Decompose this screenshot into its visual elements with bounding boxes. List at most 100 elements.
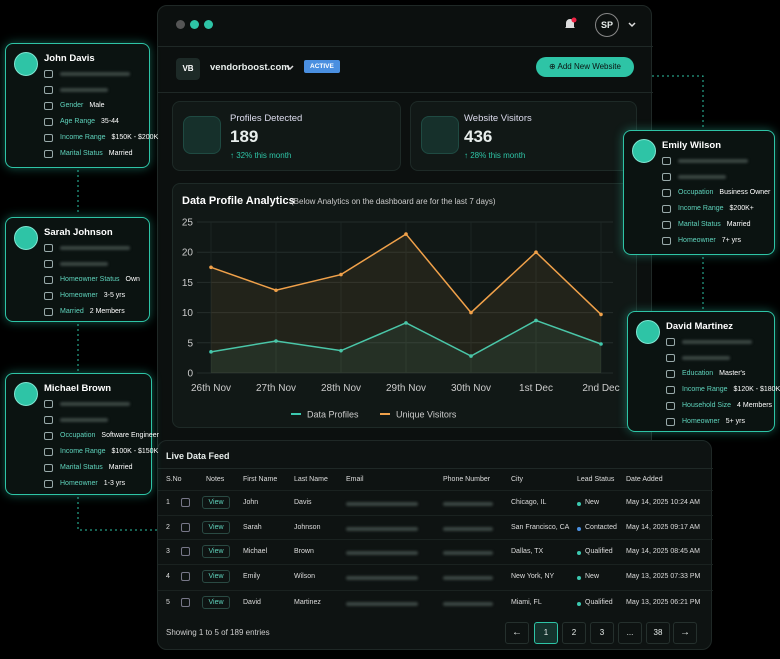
blurred-text xyxy=(60,88,108,92)
page-button[interactable]: 38 xyxy=(646,622,670,644)
profile-field: Income Range $120K - $180K xyxy=(682,386,780,393)
data-point xyxy=(274,288,278,293)
city: Dallas, TX xyxy=(511,548,544,555)
city: Miami, FL xyxy=(511,599,542,606)
legend-label: Unique Visitors xyxy=(396,410,457,420)
profile-field: Gender Male xyxy=(60,102,105,109)
blurred-text xyxy=(60,246,130,250)
row-divider xyxy=(158,515,713,516)
view-button[interactable]: View xyxy=(202,545,230,558)
last-name: Martinez xyxy=(294,599,321,606)
add-website-button[interactable]: ⊕ Add New Website xyxy=(536,57,634,77)
field-value: 2 Members xyxy=(89,308,125,315)
profile-name: David Martinez xyxy=(666,321,734,332)
field-label: Household Size xyxy=(682,402,732,409)
table-title: Live Data Feed xyxy=(166,451,230,461)
field-label: Homeowner xyxy=(60,292,98,299)
row-checkbox[interactable] xyxy=(181,498,190,507)
field-value: 3-5 yrs xyxy=(103,292,126,299)
data-point xyxy=(404,232,408,236)
y-tick-label: 10 xyxy=(182,308,194,319)
stat-icon xyxy=(183,116,221,154)
blurred-text xyxy=(60,72,130,76)
y-tick-label: 20 xyxy=(182,248,194,259)
blurred-text xyxy=(346,527,418,531)
field-icon xyxy=(44,244,53,252)
field-label: Age Range xyxy=(60,118,96,125)
column-header: Notes xyxy=(206,476,225,483)
field-label: Gender xyxy=(60,102,84,109)
data-point xyxy=(599,312,603,317)
page-button[interactable]: 2 xyxy=(562,622,586,644)
profile-field: Marital Status Married xyxy=(678,221,751,228)
stat-change: 28% this month xyxy=(470,151,526,160)
divider xyxy=(158,92,653,93)
row-checkbox[interactable] xyxy=(181,547,190,556)
field-label: Occupation xyxy=(678,189,714,196)
field-icon xyxy=(44,102,53,110)
profile-avatar xyxy=(14,382,38,406)
x-tick-label: 26th Nov xyxy=(191,383,231,394)
next-button[interactable]: → xyxy=(673,622,697,644)
data-point xyxy=(274,339,278,343)
profile-name: John Davis xyxy=(44,53,95,64)
last-name: Wilson xyxy=(294,573,316,580)
status-badge: ACTIVE xyxy=(304,60,340,73)
field-icon xyxy=(44,464,53,472)
stat-card: Website Visitors 436 ↑ 28% this month xyxy=(410,101,637,171)
last-name: Johnson xyxy=(294,524,321,531)
profile-avatar xyxy=(636,320,660,344)
profile-name: Sarah Johnson xyxy=(44,227,113,238)
button-label[interactable]: Add New Website xyxy=(557,62,621,71)
blurred-text xyxy=(346,602,418,606)
field-icon xyxy=(44,70,53,78)
profile-field: Income Range $150K - $200K xyxy=(60,134,158,141)
page-button[interactable]: 3 xyxy=(590,622,614,644)
view-button[interactable]: View xyxy=(202,596,230,609)
field-label: Homeowner xyxy=(682,418,720,425)
bell-icon[interactable] xyxy=(562,16,578,32)
y-tick-label: 5 xyxy=(187,338,193,349)
site-name: vendorboost.com xyxy=(210,62,290,73)
avatar[interactable]: SP xyxy=(595,13,619,37)
row-checkbox[interactable] xyxy=(181,572,190,581)
field-icon xyxy=(666,338,675,346)
city: Chicago, IL xyxy=(511,499,547,506)
site-chevron[interactable] xyxy=(285,63,295,73)
view-button[interactable]: View xyxy=(202,496,230,509)
status-dot xyxy=(577,502,581,506)
profile-card: Sarah Johnson Homeowner Status Own Homeowne… xyxy=(5,217,150,322)
view-button[interactable]: View xyxy=(202,570,230,583)
first-name: Michael xyxy=(243,548,268,555)
field-icon xyxy=(44,86,53,94)
page-button[interactable]: ... xyxy=(618,622,642,644)
row-number: 2 xyxy=(166,524,170,531)
city: San Francisco, CA xyxy=(511,524,570,531)
row-checkbox[interactable] xyxy=(181,523,190,532)
data-point xyxy=(339,272,343,277)
field-label: Marital Status xyxy=(60,464,103,471)
stat-label: Profiles Detected xyxy=(230,113,303,124)
field-value: 5+ yrs xyxy=(725,418,746,425)
data-point xyxy=(534,250,538,254)
city: New York, NY xyxy=(511,573,555,580)
field-label: Income Range xyxy=(60,134,106,141)
status-dot xyxy=(577,576,581,580)
view-button[interactable]: View xyxy=(202,521,230,534)
divider xyxy=(158,46,653,47)
profile-card: Emily Wilson Occupation Business Owner Inco… xyxy=(623,130,775,255)
date-added: May 14, 2025 10:24 AM xyxy=(626,499,700,506)
chevron[interactable] xyxy=(627,20,637,30)
divider xyxy=(158,468,713,469)
profile-field: Education Master's xyxy=(682,370,745,377)
lead-status: Qualified xyxy=(585,599,613,606)
blurred-text xyxy=(682,340,752,344)
x-tick-label: 27th Nov xyxy=(256,383,296,394)
field-label: Education xyxy=(682,370,714,377)
page-button[interactable]: 1 xyxy=(534,622,558,644)
prev-button[interactable]: ← xyxy=(505,622,529,644)
row-checkbox[interactable] xyxy=(181,598,190,607)
data-point xyxy=(534,318,538,323)
stat-icon xyxy=(421,116,459,154)
